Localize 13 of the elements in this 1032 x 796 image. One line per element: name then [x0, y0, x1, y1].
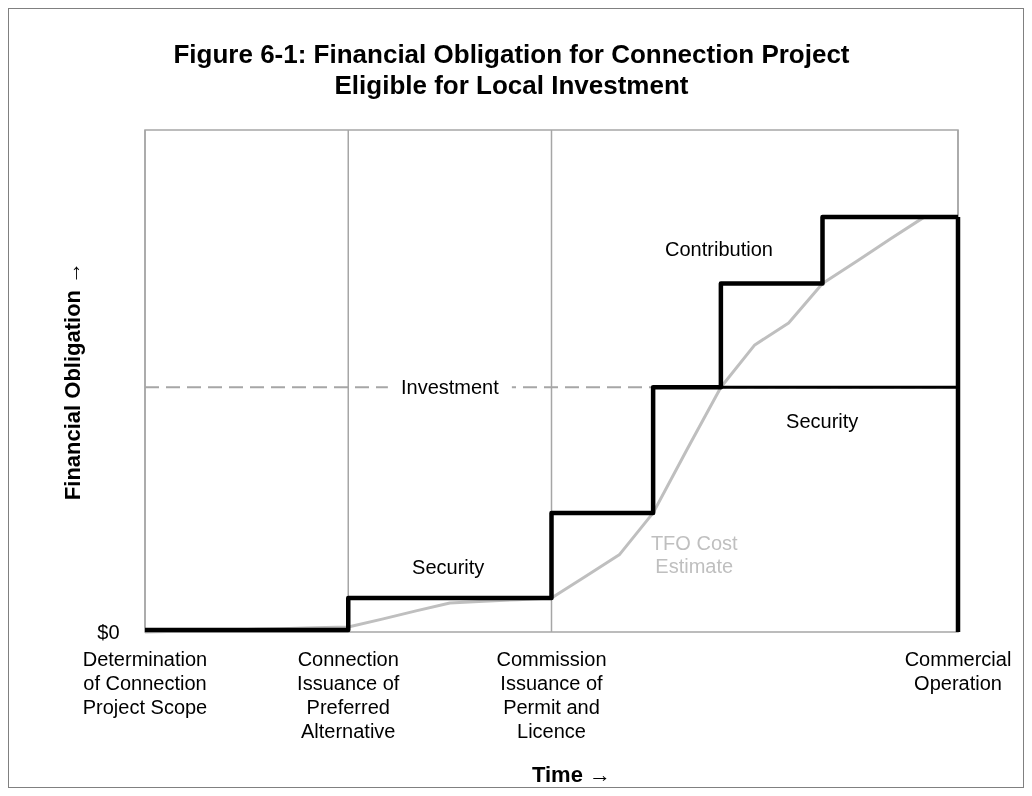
x-tick-label: Determination of Connection Project Scope: [82, 648, 208, 718]
annotation: Contribution: [665, 237, 773, 260]
annotation: Security: [786, 410, 859, 433]
ref-line-label: Investment: [400, 376, 500, 399]
text: $0: [97, 621, 120, 643]
y-axis-title: Financial Obligation →: [60, 261, 85, 501]
x-axis-title: Time →: [531, 762, 612, 787]
chart-title: Figure 6-1: Financial Obligation for Connection Project Eligible for Local Investment: [173, 39, 850, 100]
x-tick-label: Connection Issuance of Preferred Alternative: [297, 648, 400, 742]
annotation: Security: [412, 555, 485, 578]
x-tick-label: Commercial Operation: [904, 648, 1012, 694]
series-label: TFO Cost Estimate: [650, 531, 739, 577]
x-tick-label: Commission Issuance of Permit and Licence: [496, 648, 607, 742]
